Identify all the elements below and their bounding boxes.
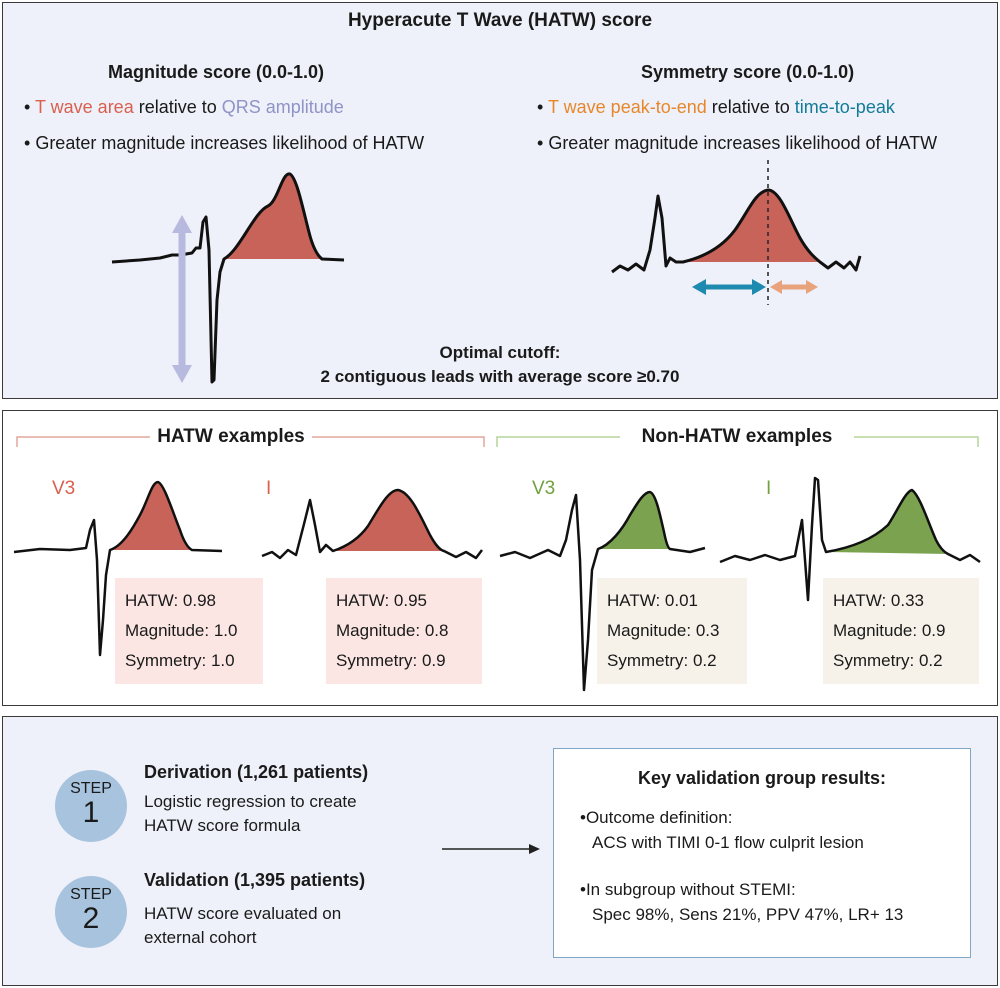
key-results-bullet-1-detail: ACS with TIMI 0-1 flow culprit lesion [592,833,864,852]
hatw-examples-header: HATW examples [157,426,305,447]
example-2-scores: HATW: 0.95 Magnitude: 0.8 Symmetry: 0.9 [326,578,482,684]
score-definition-panel [2,2,998,399]
key-results-box [553,748,971,958]
step-2-badge: STEP 2 [55,876,127,948]
example-1-scores: HATW: 0.98 Magnitude: 1.0 Symmetry: 1.0 [115,578,263,684]
cutoff-label: Optimal cutoff: [439,343,561,362]
key-results-bullet-2: •In subgroup without STEMI: [580,880,796,899]
qrs-amplitude-arrow [172,215,192,383]
non-hatw-examples-header: Non-HATW examples [641,426,833,447]
example-3-lead: V3 [532,478,556,499]
step-2-title: Validation (1,395 patients) [144,870,366,890]
example-2-symmetry: Symmetry: 0.9 [336,651,446,670]
step-1-line-2: HATW score formula [144,816,301,835]
example-1-trace [13,480,223,657]
example-brackets [16,436,979,447]
key-results-title: Key validation group results: [637,768,887,788]
magnitude-ecg-trace [111,172,345,384]
example-1-symmetry: Symmetry: 1.0 [125,651,235,670]
example-3-trace [499,490,706,692]
example-3-hatw: HATW: 0.01 [607,591,699,610]
symmetry-bullet-1: • T wave peak-to-end relative to time-to… [537,97,895,117]
step-2-line-2: external cohort [144,928,257,947]
example-4-trace [719,476,981,602]
example-4-symmetry: Symmetry: 0.2 [833,651,943,670]
symmetry-t-wave-area [683,190,820,262]
symmetry-ecg-trace [611,188,862,274]
qrs-amplitude-term: QRS amplitude [221,97,344,117]
page-title: Hyperacute T Wave (HATW) score [347,10,653,31]
peak-to-end-arrow [770,280,818,294]
example-4-lead: I [766,478,772,499]
time-to-peak-term: time-to-peak [794,97,895,117]
step-1-line-1: Logistic regression to create [144,792,357,811]
symmetry-heading: Symmetry score (0.0-1.0) [641,62,855,82]
example-2-magnitude: Magnitude: 0.8 [336,621,449,640]
example-3-t-wave [598,492,670,549]
example-4-scores: HATW: 0.33 Magnitude: 0.9 Symmetry: 0.2 [823,578,979,684]
example-3-magnitude: Magnitude: 0.3 [607,621,720,640]
cutoff-value: 2 contiguous leads with average score ≥0… [320,367,680,386]
magnitude-t-wave-area [224,173,322,259]
t-wave-area-term: T wave area [34,97,134,117]
example-1-hatw: HATW: 0.98 [125,591,217,610]
step-1-title: Derivation (1,261 patients) [144,762,369,782]
example-4-t-wave [826,490,948,554]
magnitude-bullet-1: • T wave area relative to QRS amplitude [24,97,344,117]
step-2-line-1: HATW score evaluated on [144,904,342,923]
example-2-lead: I [266,478,272,499]
example-3-symmetry: Symmetry: 0.2 [607,651,717,670]
symmetry-bullet-2: • Greater magnitude increases likelihood… [537,133,938,153]
step-1-badge: STEP 1 [55,770,127,842]
peak-to-end-term: T wave peak-to-end [547,97,707,117]
example-4-hatw: HATW: 0.33 [833,591,925,610]
example-3-scores: HATW: 0.01 Magnitude: 0.3 Symmetry: 0.2 [597,578,747,684]
example-2-trace [261,488,483,560]
example-traces [13,476,981,692]
time-to-peak-arrow [692,279,766,295]
magnitude-heading: Magnitude score (0.0-1.0) [108,62,325,82]
example-1-magnitude: Magnitude: 1.0 [125,621,238,640]
key-results-bullet-1: •Outcome definition: [580,808,733,827]
example-4-magnitude: Magnitude: 0.9 [833,621,946,640]
example-2-hatw: HATW: 0.95 [336,591,428,610]
magnitude-bullet-2: • Greater magnitude increases likelihood… [24,133,425,153]
key-results-bullet-2-detail: Spec 98%, Sens 21%, PPV 47%, LR+ 13 [592,905,904,924]
top-illustrations [111,160,862,384]
example-1-lead: V3 [52,478,76,499]
